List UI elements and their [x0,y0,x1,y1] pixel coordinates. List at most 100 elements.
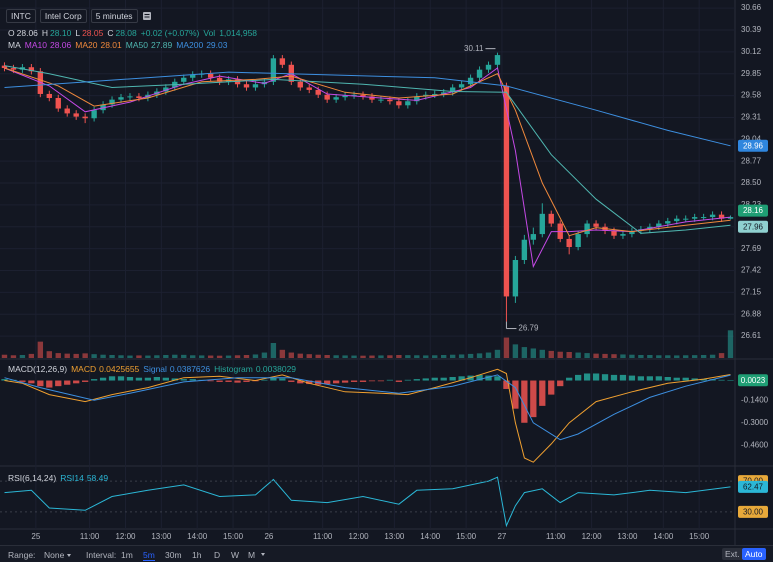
y-tick-label: 29.85 [741,69,762,78]
interval-option[interactable]: 1m [121,550,133,560]
candle-body [539,213,545,235]
symbol[interactable]: INTC [6,9,36,23]
y-tick-label: 30.12 [741,47,762,56]
x-tick-label: 13:00 [384,532,405,541]
candle-body [629,230,635,235]
candle-body [584,223,590,235]
histogram-bar [548,380,555,395]
candle-body [396,101,402,106]
candle-body [82,116,88,119]
interval-option[interactable]: 30m [165,550,182,560]
axis-marker-label: 28.16 [743,206,764,215]
candle-body [458,84,465,88]
volume-bar [270,343,277,358]
x-tick-label: 14:00 [420,532,441,541]
annotation-label: 30.11 [464,44,484,53]
volume-bar [46,351,52,358]
histogram-bar [243,380,250,382]
volume-bar [351,355,357,358]
legend-name: MA10 [24,40,47,50]
interval[interactable]: 5 minutes [90,9,138,23]
interval-option[interactable]: 5m [143,550,155,561]
quote-item: O 28.06 [8,28,38,38]
volume-bar [548,350,554,358]
volume-bar [441,355,447,358]
x-tick-label: 15:00 [223,532,244,541]
settings-icon[interactable] [142,11,152,21]
histogram-bar [628,375,636,381]
histogram-bar [99,377,107,381]
range-value[interactable]: None [44,550,65,560]
indicator-line [4,368,731,463]
volume-bar [55,353,61,358]
candle-body [297,81,303,88]
range-select[interactable]: None [44,550,72,560]
x-tick-label: 12:00 [349,532,370,541]
histogram-bar [386,379,394,381]
histogram-bar [207,380,214,382]
histogram-bar [431,377,438,381]
change: +0.02 (+0.07%) [140,28,200,38]
volume-bar [539,349,545,358]
interval-option[interactable]: D [214,550,221,560]
candle-body [414,96,420,102]
axis-marker [738,220,768,233]
candle-body [378,99,384,101]
histogram-bar [449,377,456,381]
candle-body [449,87,456,93]
histogram-bar [422,378,429,381]
legend-value: 28.06 [49,40,72,50]
candle-body [181,77,187,82]
histogram-bar [350,380,358,382]
candle-body [700,217,707,219]
candle-body [333,97,339,100]
volume-bar [458,354,465,358]
histogram-bar [19,380,26,382]
histogram-bar [126,377,134,381]
volume-bar [216,355,223,358]
candle-body [683,218,689,220]
axis-marker-label: 62.47 [743,482,764,491]
volume-bar [360,355,366,358]
histogram-bar [539,380,546,406]
volume-bar [718,353,725,358]
candle-body [342,95,348,98]
y-tick-label: 29.04 [741,134,762,143]
histogram-bar [458,376,465,381]
histogram-bar [73,380,80,384]
volume-bar [674,355,680,358]
histogram-bar [566,377,573,381]
candle-body [360,94,366,97]
legend-value: 0.0387626 [169,364,211,374]
legend-value: 28.01 [100,40,122,50]
candle-body [387,99,393,102]
y-tick-label: 28.23 [741,200,762,209]
histogram-bar [261,379,268,381]
candle-body [279,58,286,65]
candle-body [243,84,250,88]
interval-option[interactable]: 1h [192,550,202,560]
candle-body [494,55,501,65]
x-tick-label: 13:00 [617,532,638,541]
auto-button[interactable]: Auto [742,548,766,560]
volume-bar [485,352,492,358]
candle-body [691,217,698,219]
legend-item: MACD 0.0425655 [71,364,139,374]
histogram-bar [637,376,645,381]
histogram-bar [727,379,734,381]
ma-legend: MA MA10 28.06 MA20 28.01 MA50 27.89 MA200 29.03 [8,40,227,50]
ext-button[interactable]: Ext. [722,548,743,560]
volume-bar [243,355,250,358]
histogram-bar [413,379,420,381]
candle-body [315,89,321,95]
candle-body [575,234,581,248]
volume-bar [575,352,581,358]
y-tick-label: 30.00 [743,507,764,516]
histogram-bar [575,374,582,381]
histogram-bar [664,377,671,381]
histogram-bar [1,379,8,381]
legend-name: MA20 [75,40,98,50]
interval-option[interactable]: W [231,550,240,560]
interval-option[interactable]: M [248,550,256,560]
histogram-bar [82,380,89,382]
